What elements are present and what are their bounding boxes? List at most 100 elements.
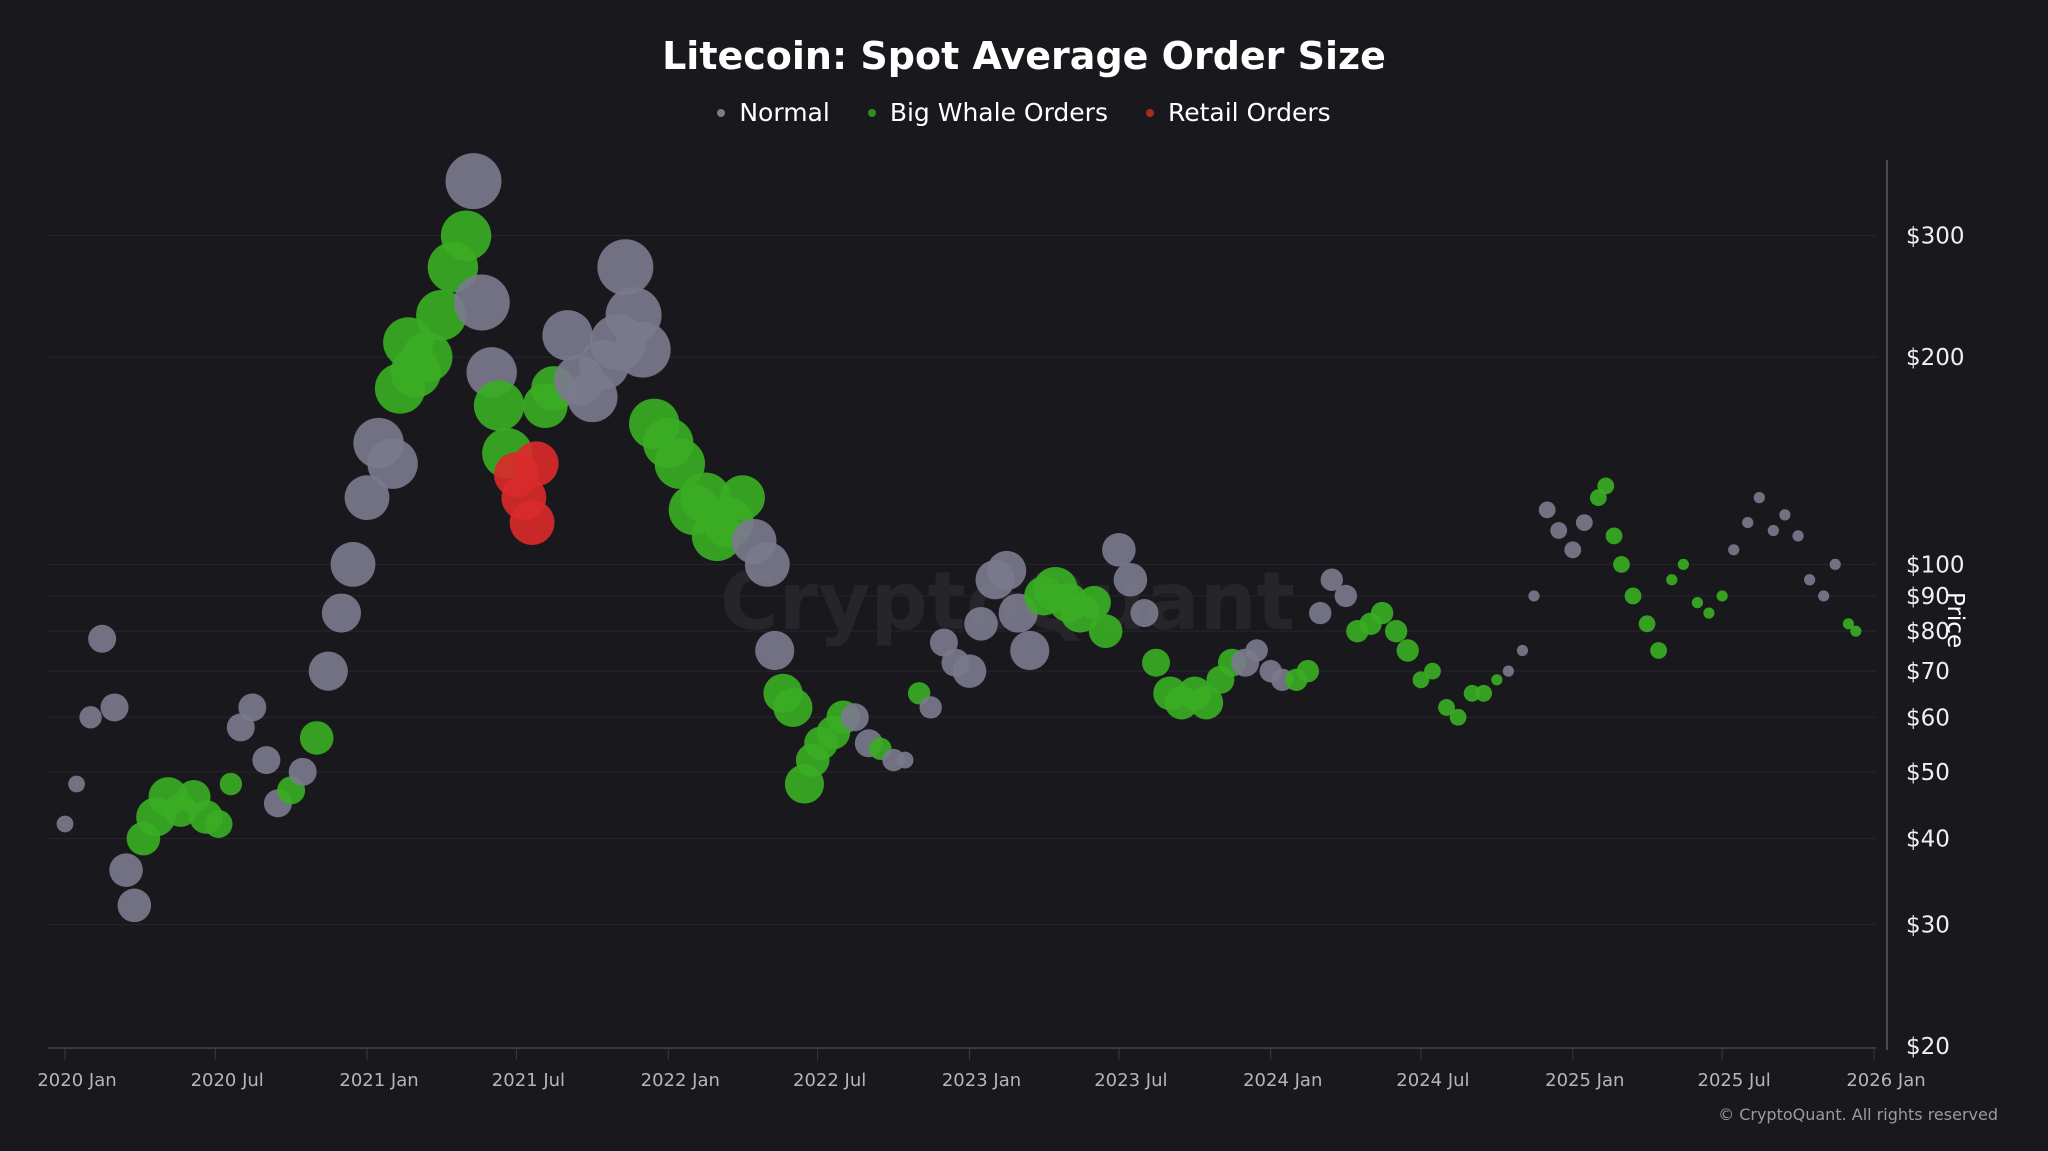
legend: Normal Big Whale Orders Retail Orders — [0, 98, 2048, 127]
normal-point — [964, 606, 998, 641]
y-tick-label: $80 — [1906, 619, 1950, 645]
x-tick-label: 2026 Jan — [1846, 1070, 1925, 1091]
big-whale-point — [1438, 699, 1455, 716]
legend-label-big-whale: Big Whale Orders — [889, 98, 1108, 127]
normal-point — [755, 630, 795, 671]
big-whale-point — [1638, 615, 1656, 633]
x-tick-label: 2024 Jul — [1396, 1070, 1469, 1091]
normal-point — [987, 550, 1027, 591]
normal-point — [1502, 665, 1515, 677]
big-whale-point — [1424, 662, 1441, 680]
normal-point — [56, 815, 74, 833]
normal-point — [542, 310, 593, 361]
big-whale-point — [1088, 614, 1123, 648]
normal-point — [1779, 509, 1791, 521]
normal-point — [1130, 599, 1159, 628]
normal-point — [68, 775, 85, 793]
normal-point — [1829, 558, 1841, 571]
normal-point — [1792, 530, 1804, 542]
legend-marker-normal — [717, 108, 726, 117]
retail-point — [509, 500, 555, 545]
big-whale-point — [1716, 590, 1728, 602]
normal-point — [330, 542, 376, 587]
normal-point — [100, 693, 129, 722]
big-whale-point — [219, 772, 243, 796]
big-whale-point — [1142, 648, 1171, 677]
x-tick-label: 2022 Jan — [641, 1070, 720, 1091]
normal-point — [744, 542, 790, 587]
normal-point — [1334, 584, 1358, 608]
x-tick-label: 2025 Jan — [1545, 1070, 1624, 1091]
normal-point — [1804, 574, 1816, 586]
y-tick-label: $60 — [1906, 705, 1950, 731]
normal-point — [453, 274, 510, 331]
normal-point — [1564, 541, 1582, 559]
normal-point — [1575, 514, 1593, 531]
normal-point — [1728, 544, 1740, 556]
legend-item-normal[interactable]: Normal — [717, 98, 830, 127]
retail-point — [513, 441, 559, 487]
legend-item-big-whale[interactable]: Big Whale Orders — [867, 98, 1108, 127]
normal-point — [344, 475, 390, 521]
y-tick-label: $200 — [1906, 345, 1965, 371]
big-whale-point — [1605, 527, 1623, 545]
x-tick-label: 2023 Jan — [942, 1070, 1021, 1091]
normal-point — [1113, 562, 1148, 597]
big-whale-point — [1650, 642, 1668, 659]
x-tick-label: 2021 Jul — [492, 1070, 565, 1091]
legend-marker-big-whale — [867, 108, 876, 117]
big-whale-point — [1296, 659, 1320, 683]
normal-point — [1245, 639, 1268, 662]
normal-point — [1102, 533, 1136, 567]
y-tick-label: $20 — [1906, 1034, 1950, 1060]
x-tick-label: 2021 Jan — [339, 1070, 418, 1091]
normal-point — [1010, 630, 1050, 671]
big-whale-point — [1624, 587, 1642, 605]
normal-point — [321, 593, 362, 633]
big-whale-point — [1677, 558, 1689, 571]
big-whale-point — [1077, 585, 1111, 620]
data-points — [56, 153, 1862, 923]
big-whale-point — [440, 210, 492, 261]
normal-point — [238, 693, 267, 722]
normal-point — [1767, 524, 1779, 537]
x-tick-label: 2022 Jul — [793, 1070, 866, 1091]
legend-item-retail[interactable]: Retail Orders — [1145, 98, 1331, 127]
normal-point — [1818, 590, 1830, 602]
copyright: © CryptoQuant. All rights reserved — [1718, 1105, 1998, 1124]
big-whale-point — [1691, 597, 1703, 609]
big-whale-point — [1189, 685, 1224, 720]
big-whale-point — [1613, 556, 1630, 573]
big-whale-point — [1842, 618, 1855, 630]
big-whale-point — [1412, 671, 1430, 689]
big-whale-point — [1491, 674, 1503, 686]
y-axis-label: Price — [1942, 592, 1968, 649]
big-whale-point — [1850, 625, 1862, 637]
normal-point — [1550, 522, 1568, 539]
normal-point — [614, 321, 671, 378]
legend-label-retail: Retail Orders — [1167, 98, 1331, 127]
normal-point — [1309, 601, 1332, 625]
big-whale-point — [1666, 574, 1678, 586]
x-tick-label: 2025 Jul — [1698, 1070, 1771, 1091]
normal-point — [1753, 492, 1765, 504]
grid — [48, 235, 1876, 926]
normal-point — [1742, 516, 1754, 529]
normal-point — [117, 888, 152, 923]
normal-point — [1538, 501, 1556, 519]
normal-point — [308, 651, 348, 691]
big-whale-point — [299, 721, 334, 755]
big-whale-point — [1463, 684, 1481, 702]
y-tick-label: $30 — [1906, 913, 1950, 939]
big-whale-point — [1370, 601, 1394, 625]
normal-point — [88, 624, 117, 653]
normal-point — [1320, 568, 1343, 591]
normal-point — [919, 696, 942, 719]
normal-point — [79, 706, 102, 729]
legend-label-normal: Normal — [739, 98, 830, 127]
normal-point — [840, 703, 869, 732]
normal-point — [252, 746, 281, 775]
big-whale-point — [1597, 477, 1615, 495]
big-whale-point — [402, 331, 453, 383]
